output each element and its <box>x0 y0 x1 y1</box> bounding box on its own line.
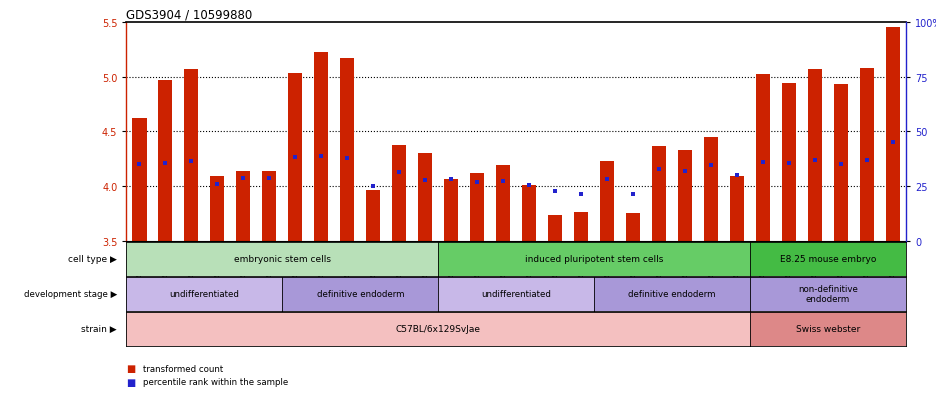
Bar <box>211 177 225 242</box>
Bar <box>522 186 536 242</box>
Text: development stage ▶: development stage ▶ <box>23 290 117 299</box>
Text: GDS3904 / 10599880: GDS3904 / 10599880 <box>126 9 253 21</box>
Bar <box>236 171 251 242</box>
Bar <box>366 190 380 242</box>
Bar <box>184 70 198 242</box>
Bar <box>288 74 302 242</box>
Bar <box>262 171 276 242</box>
Text: induced pluripotent stem cells: induced pluripotent stem cells <box>525 255 664 264</box>
Text: C57BL/6x129SvJae: C57BL/6x129SvJae <box>396 324 481 333</box>
Bar <box>652 146 666 242</box>
Bar <box>860 69 874 242</box>
Text: percentile rank within the sample: percentile rank within the sample <box>143 377 288 387</box>
Bar <box>730 177 744 242</box>
Text: embryonic stem cells: embryonic stem cells <box>234 255 330 264</box>
Text: ■: ■ <box>126 363 136 373</box>
Bar <box>158 81 172 242</box>
Bar <box>496 166 510 242</box>
Text: ■: ■ <box>126 377 136 387</box>
Text: definitive endoderm: definitive endoderm <box>316 290 404 299</box>
Bar <box>392 145 406 242</box>
Bar <box>782 84 797 242</box>
Text: undifferentiated: undifferentiated <box>169 290 240 299</box>
Bar <box>678 151 693 242</box>
Text: non-definitive
endoderm: non-definitive endoderm <box>798 285 858 304</box>
Bar <box>808 70 822 242</box>
Text: cell type ▶: cell type ▶ <box>68 255 117 264</box>
Bar <box>600 162 614 242</box>
Bar <box>626 213 640 242</box>
Bar <box>418 154 432 242</box>
Bar <box>548 215 563 242</box>
Bar <box>444 179 459 242</box>
Bar <box>704 138 718 242</box>
Text: definitive endoderm: definitive endoderm <box>628 290 716 299</box>
Bar <box>314 53 329 242</box>
Text: E8.25 mouse embryo: E8.25 mouse embryo <box>780 255 876 264</box>
Bar <box>340 59 355 242</box>
Bar <box>756 75 770 242</box>
Bar <box>132 119 147 242</box>
Text: undifferentiated: undifferentiated <box>481 290 551 299</box>
Text: strain ▶: strain ▶ <box>81 324 117 333</box>
Bar <box>834 85 848 242</box>
Bar <box>885 28 900 242</box>
Bar <box>574 212 589 242</box>
Text: transformed count: transformed count <box>143 364 224 373</box>
Text: Swiss webster: Swiss webster <box>796 324 860 333</box>
Bar <box>470 174 484 242</box>
